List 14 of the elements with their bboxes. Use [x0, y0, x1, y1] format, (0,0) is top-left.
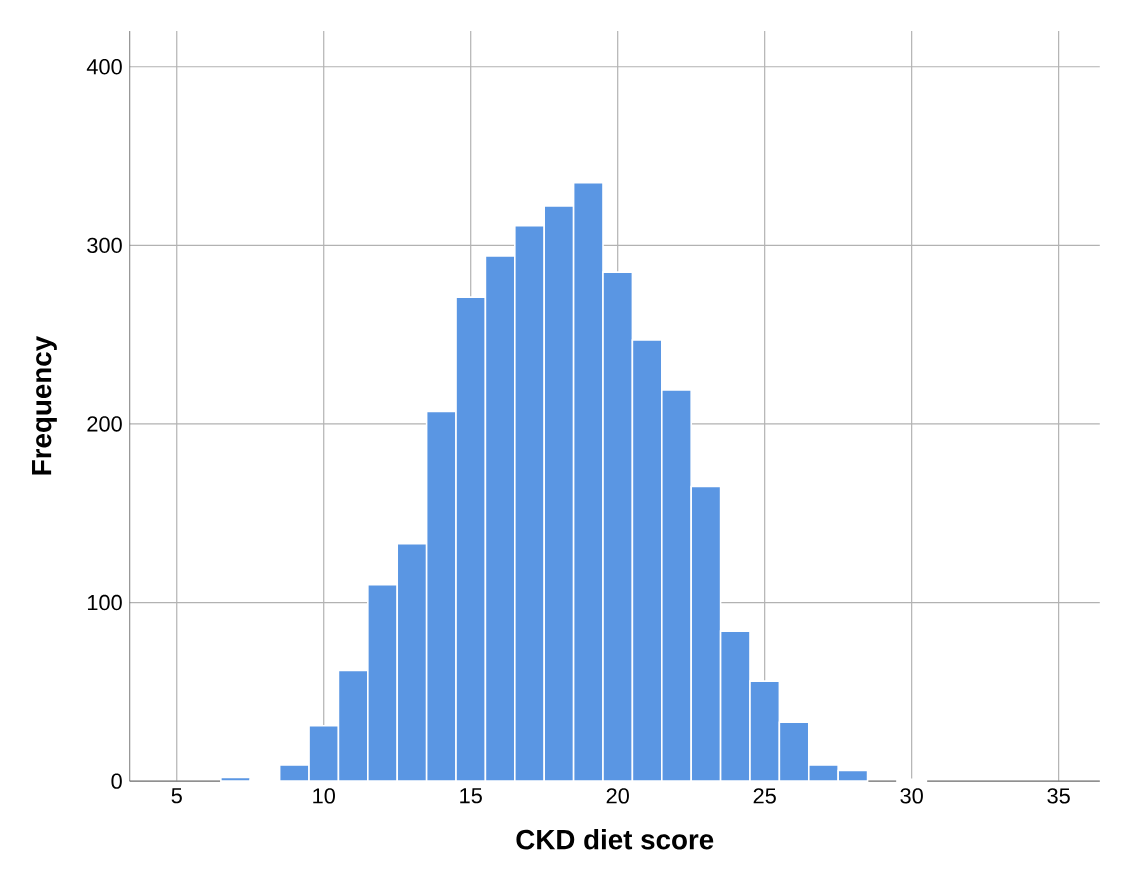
y-axis-title: Frequency — [32, 335, 57, 475]
y-tick-label: 300 — [87, 237, 122, 253]
y-tick-label: 100 — [87, 594, 122, 611]
x-tick-label: 30 — [900, 788, 923, 804]
x-tick-label: 35 — [1047, 788, 1070, 804]
x-tick-label: 20 — [606, 788, 629, 804]
y-tick-label: 200 — [87, 416, 122, 432]
x-tick-label: 5 — [171, 788, 182, 804]
x-tick-label: 15 — [460, 788, 482, 804]
y-tick-label: 0 — [111, 773, 122, 789]
x-tick-label: 10 — [313, 788, 335, 804]
x-tick-label: 25 — [753, 788, 776, 804]
y-tick-label: 400 — [86, 58, 122, 75]
x-axis-title: CKD diet score — [516, 828, 714, 850]
